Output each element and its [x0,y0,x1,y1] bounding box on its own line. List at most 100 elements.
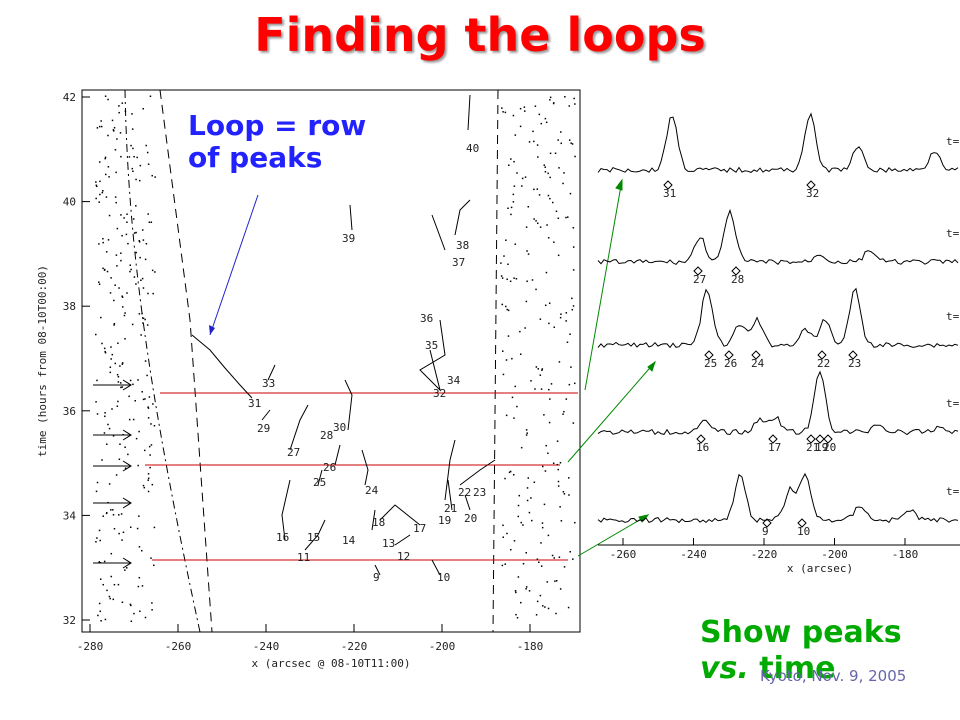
point [502,373,505,376]
point [142,398,145,401]
point [108,214,111,217]
point [104,350,106,353]
track-label: 23 [473,486,486,499]
point [504,563,506,565]
point [547,194,550,197]
point [95,184,98,187]
point [98,602,101,605]
point [144,360,147,362]
point [112,435,115,437]
point [117,583,120,586]
point [538,194,541,196]
point [548,302,551,304]
point [552,102,555,105]
point [110,552,113,555]
point [97,614,99,617]
point [517,576,520,578]
point [98,561,101,563]
point [116,227,119,230]
point [135,205,137,207]
point [132,218,135,220]
track-label: 32 [433,387,446,400]
track-label: 40 [466,142,479,155]
point [138,430,140,433]
point [95,490,98,493]
point [124,110,127,113]
point [541,368,544,370]
point [516,172,518,174]
point [570,366,572,368]
point [128,156,131,158]
point [570,142,572,144]
point [117,381,120,383]
point [99,539,101,542]
point [525,429,528,431]
boundary [159,89,213,633]
point [536,558,539,560]
point [142,239,145,241]
point [553,326,555,328]
track-label: 10 [437,571,450,584]
point [119,443,121,445]
point [538,561,540,564]
point [519,125,522,128]
x-tick-label: -240 [680,548,707,561]
point [524,176,527,178]
point [573,382,576,385]
peak-marker [724,350,734,360]
point [571,143,574,145]
point [110,277,112,279]
point [573,97,575,100]
point [138,576,141,579]
point [120,214,122,216]
pointer [209,194,259,336]
time-label: t= [946,397,960,410]
point [558,167,560,169]
point [112,129,115,131]
track-label: 18 [372,516,385,529]
point [569,333,571,335]
point [548,322,550,325]
point [145,242,148,245]
point [102,241,104,244]
point [142,108,144,110]
track-label: 19 [438,514,451,527]
point [98,125,101,128]
point [144,616,147,619]
point [502,524,504,527]
point [149,466,151,469]
point [507,309,510,312]
point [103,560,106,563]
point [567,606,570,609]
point [574,103,576,105]
point [572,422,575,424]
point [519,107,522,110]
point [506,278,508,281]
point [535,288,537,291]
point [536,188,539,190]
point [99,193,101,196]
vs-text: vs. [700,651,749,686]
point [100,120,102,122]
x-tick-label: -200 [429,640,456,653]
point [563,493,566,495]
point [510,158,512,160]
profile [597,112,959,173]
point [101,459,103,461]
point [548,421,551,424]
point [519,330,521,333]
point [526,250,528,252]
point [557,480,560,483]
track-label: 9 [373,571,380,584]
point [129,379,132,382]
point [143,486,146,489]
track-label: 28 [320,429,333,442]
point [102,515,105,517]
point [508,164,510,166]
track-label: 14 [342,534,356,547]
point [568,139,571,141]
point [544,117,547,120]
point [527,206,530,208]
point [107,134,109,137]
point [502,536,505,538]
